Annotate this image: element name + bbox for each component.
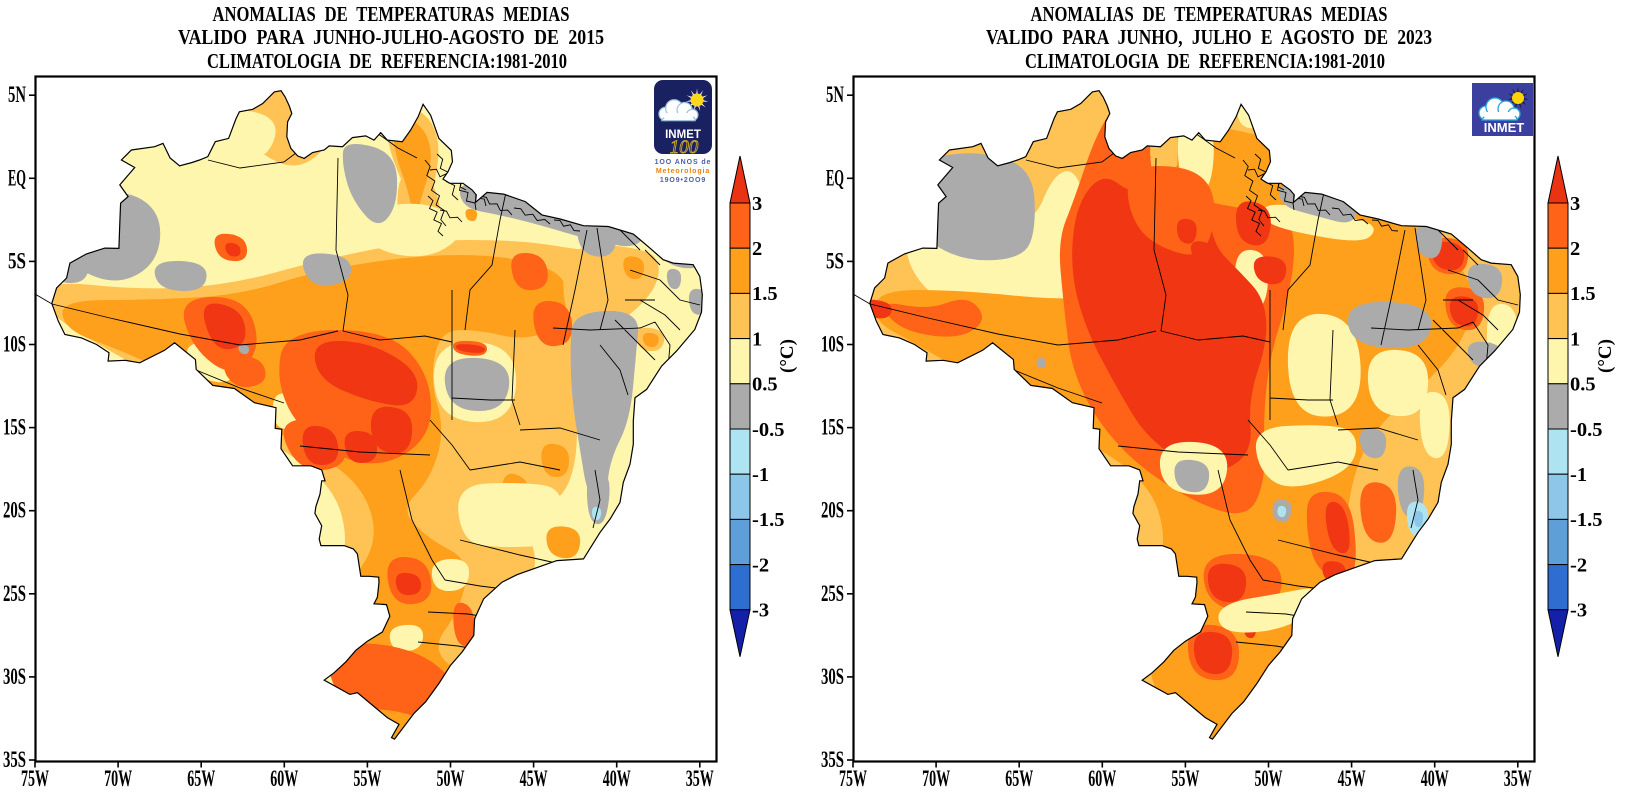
svg-text:VALIDO PARA JUNHO, JULHO E AGO: VALIDO PARA JUNHO, JULHO E AGOSTO DE 202…	[986, 25, 1432, 49]
svg-text:19O9•2OO9: 19O9•2OO9	[660, 177, 706, 184]
svg-text:ANOMALIAS DE TEMPERATURAS MEDI: ANOMALIAS DE TEMPERATURAS MEDIAS	[1031, 2, 1388, 26]
svg-text:1OO ANOS de: 1OO ANOS de	[655, 159, 712, 166]
svg-text:CLIMATOLOGIA DE REFERENCIA:198: CLIMATOLOGIA DE REFERENCIA:1981-2010	[1025, 49, 1385, 73]
svg-text:ANOMALIAS DE TEMPERATURAS MEDI: ANOMALIAS DE TEMPERATURAS MEDIAS	[213, 2, 570, 26]
svg-text:INMET: INMET	[665, 129, 701, 141]
svg-text:Meteorologia: Meteorologia	[656, 168, 710, 175]
svg-text:CLIMATOLOGIA DE REFERENCIA:198: CLIMATOLOGIA DE REFERENCIA:1981-2010	[207, 49, 567, 73]
svg-text:VALIDO PARA JUNHO-JULHO-AGOSTO: VALIDO PARA JUNHO-JULHO-AGOSTO DE 2015	[178, 25, 604, 49]
svg-text:100: 100	[670, 137, 699, 158]
svg-text:INMET: INMET	[1484, 120, 1525, 135]
